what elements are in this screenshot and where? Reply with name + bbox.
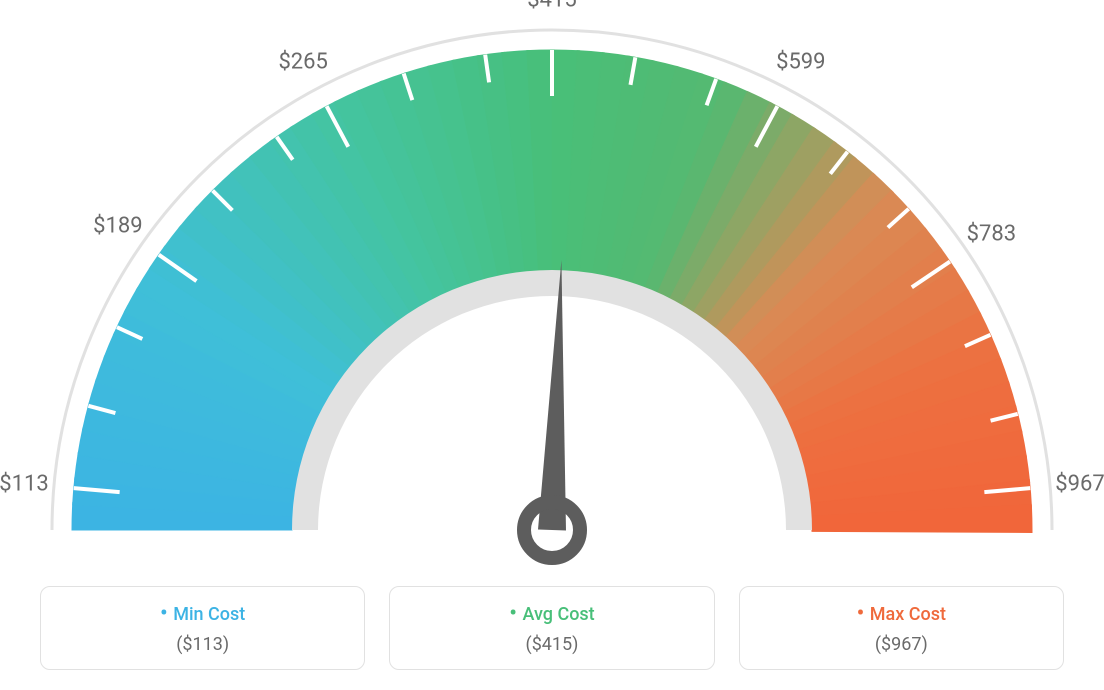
- gauge-tick-label: $415: [527, 0, 576, 13]
- legend-max-value: ($967): [750, 634, 1053, 655]
- legend-row: Min Cost ($113) Avg Cost ($415) Max Cost…: [40, 586, 1064, 670]
- legend-max: Max Cost ($967): [739, 586, 1064, 670]
- legend-avg: Avg Cost ($415): [389, 586, 714, 670]
- gauge-tick-label: $783: [967, 221, 1016, 246]
- legend-avg-value: ($415): [400, 634, 703, 655]
- legend-max-label: Max Cost: [750, 601, 1053, 626]
- gauge-svg: [0, 0, 1104, 570]
- legend-avg-label: Avg Cost: [400, 601, 703, 626]
- gauge-tick-label: $265: [278, 50, 327, 75]
- gauge-tick-label: $967: [1055, 471, 1104, 496]
- legend-min-value: ($113): [51, 634, 354, 655]
- cost-gauge: $113 $189 $265 $415 $599 $783 $967: [0, 0, 1104, 570]
- legend-min-label: Min Cost: [51, 601, 354, 626]
- legend-min: Min Cost ($113): [40, 586, 365, 670]
- gauge-tick-label: $113: [0, 471, 49, 496]
- gauge-tick-label: $599: [776, 50, 825, 75]
- gauge-tick-label: $189: [93, 214, 142, 239]
